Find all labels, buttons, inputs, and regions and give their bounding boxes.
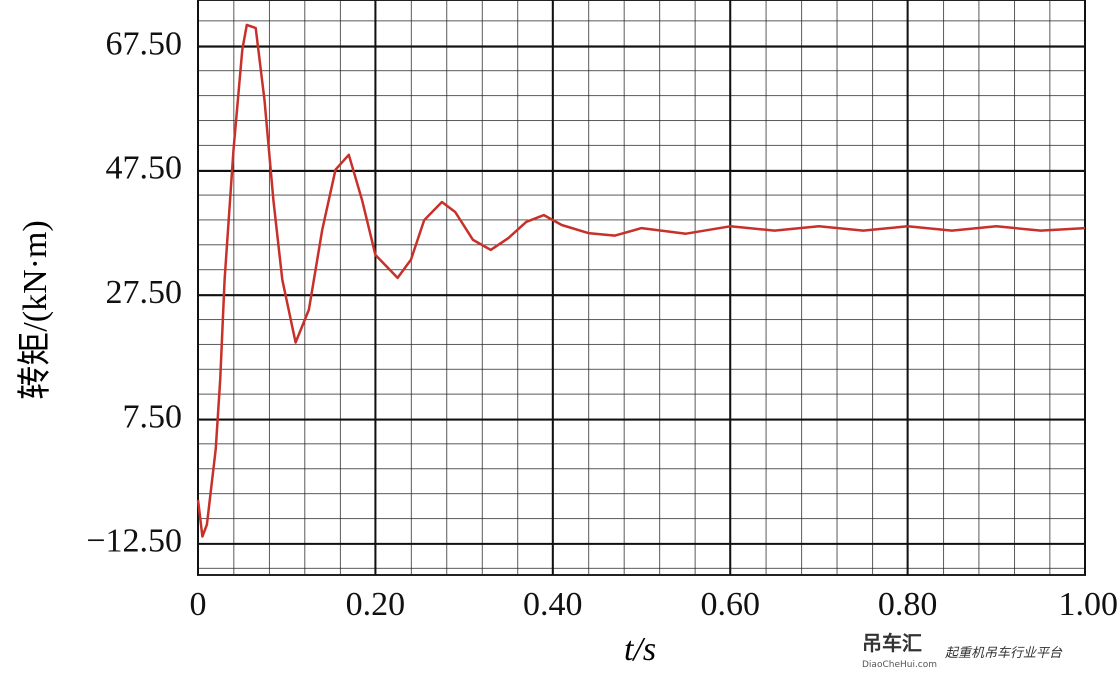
y-tick-label: 47.50 <box>106 150 183 187</box>
watermark-brand: 吊车汇 <box>862 631 922 655</box>
y-tick-label: 7.50 <box>123 398 183 435</box>
y-tick-label: −12.50 <box>86 523 182 560</box>
x-tick-label: 0.20 <box>346 586 406 623</box>
watermark-slogan: 起重机吊车行业平台 <box>945 646 1063 661</box>
x-tick-label: 0.80 <box>878 586 938 623</box>
watermark-site: DiaoCheHui.com <box>862 660 937 670</box>
x-tick-label: 1.00 <box>1059 586 1119 623</box>
data-line <box>196 23 1086 538</box>
x-tick-label: 0.60 <box>700 586 760 623</box>
y-tick-label: 67.50 <box>106 25 183 62</box>
y-tick-label: 27.50 <box>106 274 183 311</box>
x-tick-label: 0 <box>190 586 207 623</box>
x-tick-label: 0.40 <box>523 586 583 623</box>
minor-grid <box>198 0 1085 575</box>
watermark: 吊车汇 DiaoCheHui.com 起重机吊车行业平台 <box>862 631 1063 670</box>
y-axis-title: 转矩/(kN·m) <box>16 220 54 399</box>
x-axis-title: t/s <box>624 631 656 668</box>
